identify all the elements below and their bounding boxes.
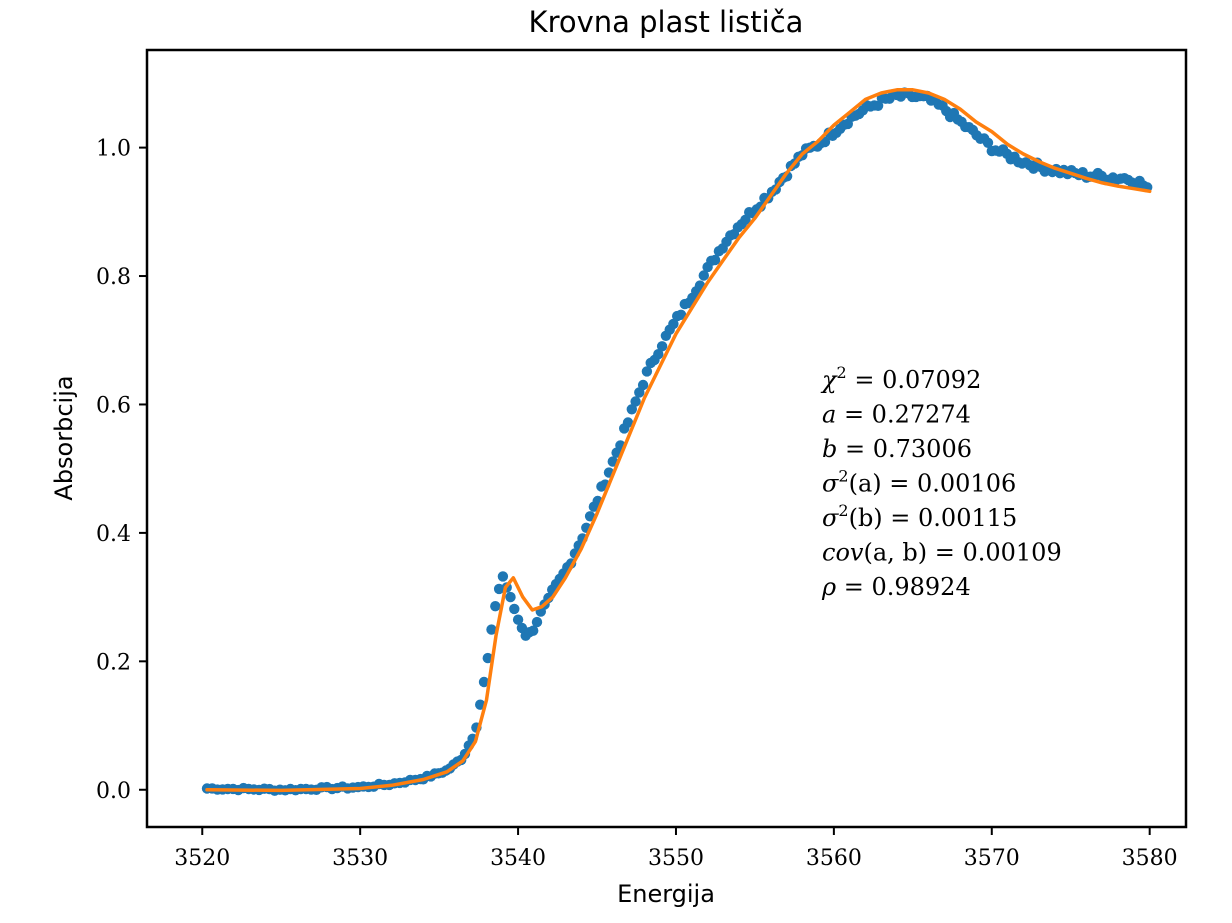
plot-frame (145, 48, 1188, 829)
y-tick-label: 0.2 (96, 650, 131, 675)
data-point (622, 417, 634, 428)
fit-stat-line: cov(a, b) = 0.00109 (822, 539, 1062, 567)
data-point (478, 676, 490, 688)
data-point (497, 571, 509, 582)
x-tick-label: 3540 (490, 846, 546, 871)
data-point (509, 603, 520, 615)
data-point (668, 318, 679, 330)
data-point (584, 511, 596, 522)
x-tick-label: 3550 (648, 846, 704, 871)
fit-line (205, 88, 1152, 793)
x-tick-label: 3560 (806, 846, 862, 871)
x-axis-label: Energija (617, 880, 715, 908)
chart-title: Krovna plast lističa (529, 5, 804, 39)
fit-stat-line: σ2(b) = 0.00115 (822, 501, 1017, 532)
fit-stat-line: ρ = 0.98924 (821, 573, 971, 601)
plot-area (201, 87, 1153, 796)
y-axis-label: Absorbcija (50, 375, 78, 500)
data-point (656, 341, 668, 352)
data-point (819, 136, 831, 148)
fit-stat-line: χ2 = 0.07092 (820, 363, 981, 394)
data-point (698, 270, 709, 281)
x-tick-label: 3520 (174, 846, 230, 871)
data-point (637, 379, 649, 391)
data-point (490, 601, 501, 612)
fit-stat-line: a = 0.27274 (822, 401, 971, 429)
data-point (872, 100, 884, 112)
y-tick-label: 0.6 (96, 393, 131, 418)
data-point (653, 349, 664, 360)
data-point (709, 254, 721, 266)
data-point (531, 616, 543, 628)
y-tick-label: 1.0 (96, 137, 131, 162)
data-point (505, 591, 516, 603)
x-tick-label: 3530 (332, 846, 388, 871)
data-point (512, 614, 524, 625)
y-tick-label: 0.8 (96, 265, 131, 290)
data-point (626, 404, 637, 415)
fit-stat-line: b = 0.73006 (822, 435, 972, 463)
data-point (528, 625, 539, 636)
data-point (630, 396, 641, 407)
data-point (641, 366, 653, 377)
data-point (486, 624, 497, 635)
y-tick-label: 0.0 (96, 779, 131, 804)
x-tick-label: 3570 (964, 846, 1020, 871)
x-tick-label: 3580 (1122, 846, 1178, 871)
fit-stat-line: σ2(a) = 0.00106 (822, 467, 1016, 498)
y-tick-label: 0.4 (96, 522, 131, 547)
axis-ticks: 3520 3530 3540 3550 3560 3570 3580 0.0 0.2 0.4 0.6… (96, 137, 1178, 871)
fit-statistics: χ2 = 0.07092 a = 0.27274 b = 0.73006 σ2(a) … (820, 363, 1062, 601)
data-point (982, 137, 994, 148)
data-point (482, 652, 493, 664)
data-point (675, 309, 687, 320)
